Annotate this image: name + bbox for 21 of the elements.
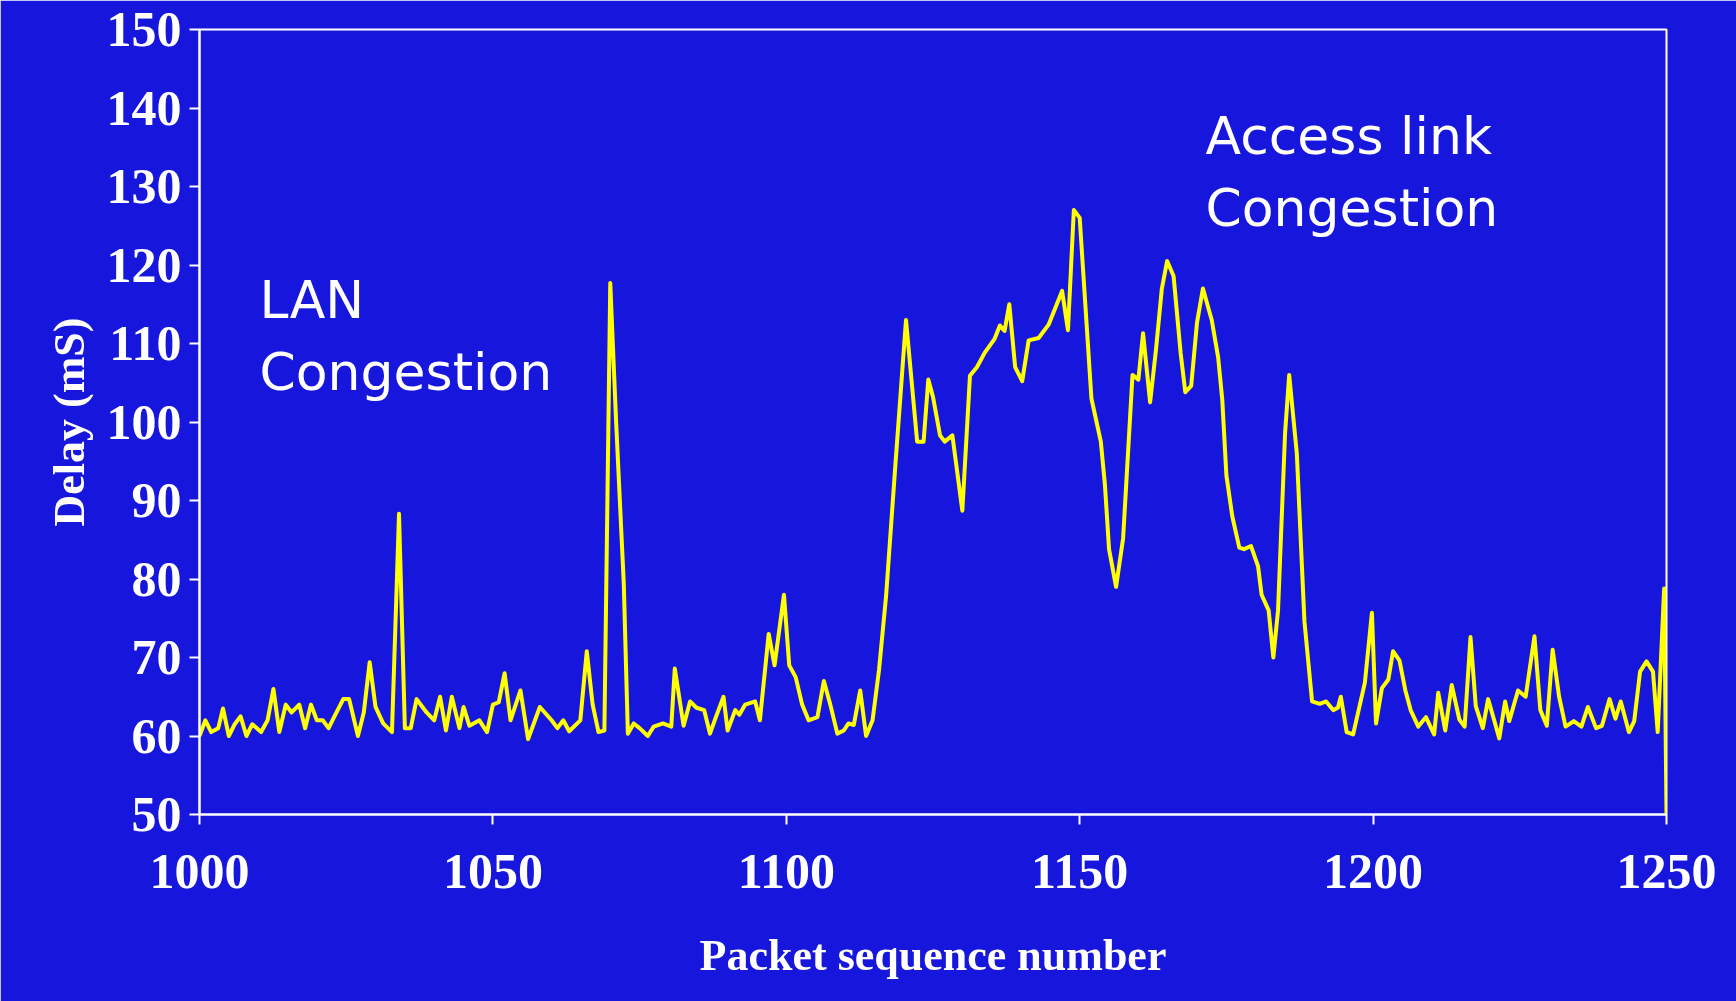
y-tick-label: 130: [106, 158, 182, 214]
x-tick-label: 1000: [149, 842, 250, 899]
y-tick-label: 80: [131, 550, 182, 607]
y-tick-label: 60: [131, 707, 182, 764]
annotation: Access link Congestion: [1205, 105, 1499, 238]
y-tick-label: 110: [109, 315, 182, 371]
y-tick-label: 140: [106, 79, 182, 136]
x-tick-label: 1050: [442, 842, 543, 899]
x-tick-label: 1200: [1323, 842, 1424, 899]
x-tick-label: 1250: [1616, 842, 1717, 899]
x-axis-title: Packet sequence number: [699, 930, 1167, 980]
y-tick-label: 50: [131, 786, 182, 842]
x-tick-label: 1150: [1031, 842, 1129, 899]
y-tick-label: 90: [131, 472, 182, 528]
y-tick-label: 120: [106, 236, 182, 293]
y-tick-label: 70: [131, 629, 182, 685]
y-axis-title: Delay (mS): [44, 317, 94, 527]
annotation: LAN Congestion: [259, 269, 553, 402]
y-tick-label: 150: [106, 1, 182, 57]
x-tick-label: 1100: [737, 842, 835, 899]
y-tick-label: 100: [106, 393, 182, 450]
